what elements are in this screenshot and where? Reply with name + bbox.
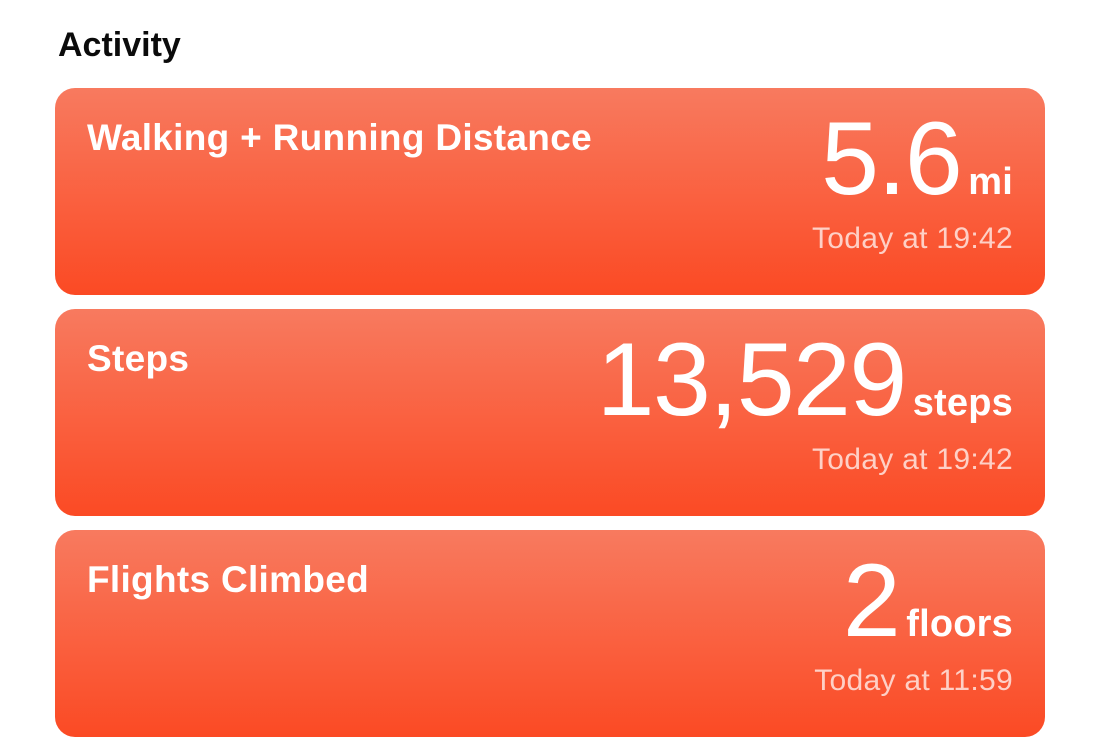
card-unit: floors: [906, 603, 1013, 646]
card-title: Walking + Running Distance: [87, 117, 592, 159]
card-value-block: 2 floors Today at 11:59: [814, 543, 1013, 698]
card-timestamp: Today at 19:42: [811, 221, 1013, 255]
card-value: 13,529: [596, 322, 908, 439]
activity-card-flights-climbed[interactable]: Flights Climbed 2 floors Today at 11:59: [55, 530, 1045, 738]
health-activity-screen: Activity Walking + Running Distance 5.6 …: [55, 26, 1045, 738]
card-title: Steps: [87, 338, 190, 380]
card-value-line: 2 floors: [842, 543, 1013, 660]
card-value-line: 13,529 steps: [596, 322, 1013, 439]
card-timestamp: Today at 11:59: [814, 663, 1013, 697]
card-unit: steps: [912, 382, 1013, 425]
card-title: Flights Climbed: [87, 559, 369, 601]
section-title: Activity: [58, 26, 181, 64]
card-value-block: 13,529 steps Today at 19:42: [596, 322, 1013, 477]
activity-card-steps[interactable]: Steps 13,529 steps Today at 19:42: [55, 309, 1045, 517]
card-value: 5.6: [821, 101, 963, 218]
card-timestamp: Today at 19:42: [811, 442, 1013, 476]
card-value: 2: [842, 543, 901, 660]
card-value-line: 5.6 mi: [821, 101, 1013, 218]
activity-card-walking-running-distance[interactable]: Walking + Running Distance 5.6 mi Today …: [55, 88, 1045, 296]
card-value-block: 5.6 mi Today at 19:42: [811, 101, 1013, 256]
card-unit: mi: [968, 161, 1013, 204]
activity-card-list: Walking + Running Distance 5.6 mi Today …: [55, 88, 1045, 738]
